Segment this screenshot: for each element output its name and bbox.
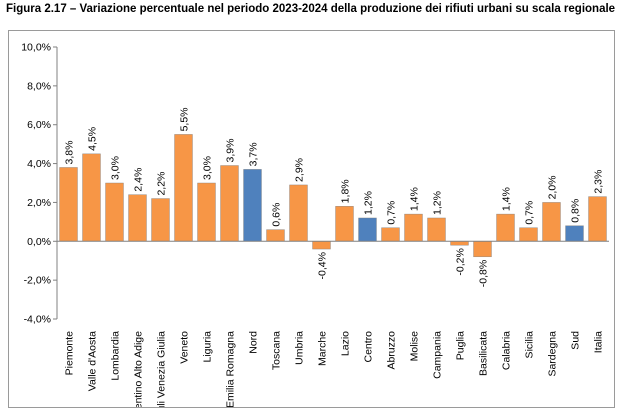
- category-label: Trentino Alto Adige: [133, 331, 145, 407]
- bar: [381, 227, 400, 242]
- bar: [220, 165, 239, 242]
- bar: [312, 241, 331, 250]
- category-label: Umbria: [294, 331, 306, 365]
- value-labels-group: 3,8% 4,5% 3,0% 2,4% 2,2% 5,5% 3,0% 3,9% 3,7% 0,6%…: [64, 107, 605, 287]
- bar: [128, 194, 147, 242]
- value-label: 0,7%: [386, 201, 398, 225]
- value-label: 0,8%: [570, 199, 582, 223]
- y-tick-label: 8,0%: [27, 80, 51, 92]
- category-label: Campania: [432, 331, 444, 379]
- bar: [82, 153, 101, 242]
- value-label: 1,8%: [340, 179, 352, 203]
- y-tick-label: 4,0%: [27, 158, 51, 170]
- value-label: 3,9%: [225, 139, 237, 163]
- value-label: 2,9%: [294, 158, 306, 182]
- bar: [519, 227, 538, 242]
- category-label: Lazio: [340, 331, 352, 356]
- category-label: Centro: [363, 331, 375, 363]
- value-label: 5,5%: [179, 107, 191, 131]
- category-label: Italia: [593, 331, 605, 353]
- category-label: Veneto: [179, 331, 191, 364]
- category-label: Valle d'Aosta: [87, 331, 99, 391]
- bar: [496, 213, 515, 242]
- category-label: Sud: [570, 331, 582, 350]
- category-label: Emilia Romagna: [225, 331, 237, 407]
- value-label: -0,8%: [478, 260, 490, 287]
- value-label: 2,0%: [547, 175, 559, 199]
- category-label: Toscana: [271, 331, 283, 370]
- bar: [404, 213, 423, 242]
- value-label: 2,4%: [133, 168, 145, 192]
- y-tick-label: 0,0%: [27, 236, 51, 248]
- value-label: -0,2%: [455, 248, 467, 275]
- bar: [174, 134, 193, 242]
- value-label: 2,2%: [156, 172, 168, 196]
- category-label: Molise: [409, 331, 421, 362]
- bar: [151, 198, 170, 242]
- category-label: Marche: [317, 331, 329, 366]
- y-tick-label: -2,0%: [24, 275, 51, 287]
- value-label: 0,6%: [271, 203, 283, 227]
- value-label: 3,8%: [64, 141, 76, 165]
- axes-group: [53, 46, 609, 320]
- bar: [59, 167, 78, 242]
- chart-frame: -4,0% -2,0% 0,0% 2,0% 4,0% 6,0% 8,0% 10,0% 3,8%…: [8, 30, 615, 408]
- category-label: Sicilia: [524, 331, 536, 359]
- category-labels-group: Piemonte Valle d'Aosta Lombardia Trentino A…: [64, 331, 605, 407]
- bar: [266, 229, 285, 242]
- bar: [243, 169, 262, 242]
- category-label: Lombardia: [110, 331, 122, 381]
- bar: [289, 184, 308, 242]
- bar: [427, 217, 446, 242]
- bar: [105, 182, 124, 242]
- y-tick-label: 2,0%: [27, 197, 51, 209]
- value-label: 1,2%: [432, 191, 444, 215]
- figure-title: Figura 2.17 – Variazione percentuale nel…: [6, 3, 616, 15]
- category-label: Basilicata: [478, 331, 490, 376]
- value-label: 3,0%: [110, 156, 122, 180]
- bar: [335, 206, 354, 242]
- bar: [542, 202, 561, 242]
- bar: [473, 241, 492, 258]
- y-tick-labels-group: -4,0% -2,0% 0,0% 2,0% 4,0% 6,0% 8,0% 10,0%: [21, 42, 51, 326]
- value-label: 4,5%: [87, 127, 99, 151]
- y-tick-label: 6,0%: [27, 119, 51, 131]
- value-label: 1,4%: [501, 187, 513, 211]
- category-label: Liguria: [202, 331, 214, 363]
- y-tick-label: 10,0%: [21, 42, 51, 54]
- value-label: 1,4%: [409, 187, 421, 211]
- category-label: Sardegna: [547, 331, 559, 377]
- category-label: Puglia: [455, 331, 467, 360]
- bar: [197, 182, 216, 242]
- value-label: -0,4%: [317, 252, 329, 279]
- y-tick-label: -4,0%: [24, 314, 51, 326]
- category-label: Piemonte: [64, 331, 76, 376]
- value-label: 3,7%: [248, 142, 260, 166]
- value-label: 3,0%: [202, 156, 214, 180]
- category-label: Calabria: [501, 331, 513, 370]
- bar: [450, 241, 469, 246]
- bar-chart: -4,0% -2,0% 0,0% 2,0% 4,0% 6,0% 8,0% 10,0% 3,8%…: [21, 42, 609, 407]
- category-label: Nord: [248, 331, 260, 354]
- value-label: 2,3%: [593, 170, 605, 194]
- bar: [358, 217, 377, 242]
- bar: [588, 196, 607, 242]
- value-label: 1,2%: [363, 191, 375, 215]
- value-label: 0,7%: [524, 201, 536, 225]
- category-label: Abruzzo: [386, 331, 398, 370]
- bar: [565, 225, 584, 242]
- bars-group: [59, 134, 607, 258]
- category-label: Friuli Venezia Giulia: [156, 331, 168, 407]
